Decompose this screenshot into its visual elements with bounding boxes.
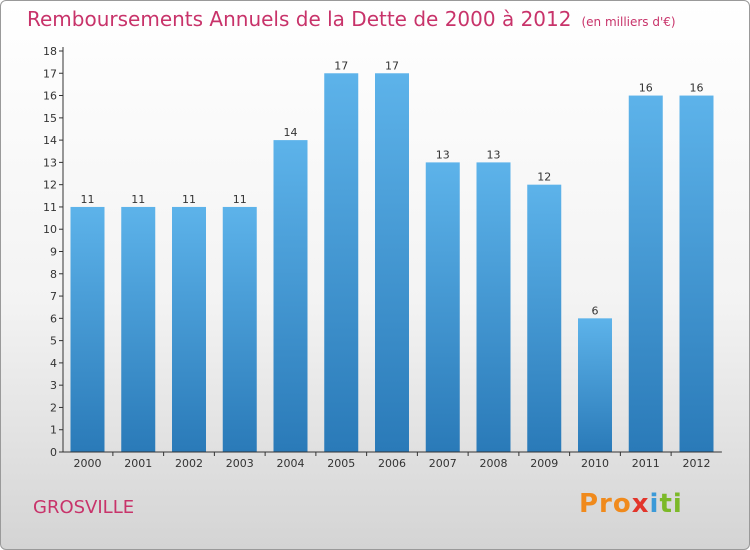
proxiti-logo: Proxiti xyxy=(579,489,683,519)
bar xyxy=(628,95,663,453)
bar xyxy=(70,206,105,452)
bar xyxy=(324,73,359,453)
y-tick-label: 15 xyxy=(43,112,57,125)
bars: 11 11 11 11 14 17 17 13 13 12 6 16 16 xyxy=(70,59,714,453)
bar-value-label: 13 xyxy=(436,148,450,161)
y-tick-label: 0 xyxy=(50,446,57,459)
x-tick-label: 2005 xyxy=(327,457,355,470)
x-tick-label: 2012 xyxy=(683,457,711,470)
bar-value-label: 11 xyxy=(81,193,95,206)
bar xyxy=(476,162,511,452)
y-tick-label: 16 xyxy=(43,90,57,103)
x-tick-label: 2009 xyxy=(530,457,558,470)
y-tick-label: 8 xyxy=(50,268,57,281)
x-axis: 2000 2001 2002 2003 2004 2005 2006 2007 2008 2009… xyxy=(63,451,722,470)
logo-letter: ti xyxy=(659,489,683,519)
chart-title-text: Remboursements Annuels de la Dette de 20… xyxy=(27,7,572,31)
bar-value-label: 17 xyxy=(385,59,399,72)
bar xyxy=(425,162,460,452)
y-tick-label: 10 xyxy=(43,223,57,236)
x-tick-label: 2001 xyxy=(124,457,152,470)
x-tick-label: 2003 xyxy=(226,457,254,470)
bar xyxy=(375,73,409,453)
bar-value-label: 17 xyxy=(334,59,348,72)
y-tick-label: 14 xyxy=(43,134,57,147)
y-tick-label: 13 xyxy=(43,156,57,169)
x-tick-label: 2010 xyxy=(581,457,609,470)
bar-value-label: 11 xyxy=(131,193,145,206)
town-name: GROSVILLE xyxy=(33,497,135,518)
bar-value-label: 11 xyxy=(233,193,247,206)
bar xyxy=(172,206,206,452)
bar xyxy=(121,206,156,452)
bar xyxy=(578,318,612,452)
bar xyxy=(222,206,257,452)
y-tick-label: 7 xyxy=(50,290,57,303)
logo-letter: i xyxy=(649,489,660,519)
y-tick-label: 6 xyxy=(50,312,57,325)
bar xyxy=(679,95,714,453)
bar-value-label: 14 xyxy=(284,126,298,139)
bar xyxy=(527,184,562,452)
chart-title: Remboursements Annuels de la Dette de 20… xyxy=(27,7,676,31)
logo-letter: x xyxy=(631,489,650,519)
y-tick-label: 9 xyxy=(50,246,57,259)
chart-unit: (en milliers d'€) xyxy=(581,15,676,29)
y-tick-label: 4 xyxy=(50,357,57,370)
x-tick-label: 2004 xyxy=(277,457,305,470)
bar-value-label: 12 xyxy=(537,171,551,184)
bar xyxy=(273,140,308,452)
x-tick-label: 2002 xyxy=(175,457,203,470)
y-tick-label: 17 xyxy=(43,67,57,80)
y-tick-label: 11 xyxy=(43,201,57,214)
x-tick-label: 2006 xyxy=(378,457,406,470)
y-tick-label: 1 xyxy=(50,424,57,437)
bar-value-label: 6 xyxy=(592,304,599,317)
y-tick-label: 12 xyxy=(43,179,57,192)
y-tick-label: 5 xyxy=(50,335,57,348)
y-tick-label: 18 xyxy=(43,45,57,58)
logo-letter: Pro xyxy=(579,489,632,519)
bar-value-label: 16 xyxy=(690,82,704,95)
x-tick-label: 2008 xyxy=(480,457,508,470)
y-tick-label: 3 xyxy=(50,379,57,392)
bar-value-label: 11 xyxy=(182,193,196,206)
y-tick-label: 2 xyxy=(50,401,57,414)
bar-value-label: 13 xyxy=(487,148,501,161)
x-tick-label: 2011 xyxy=(632,457,660,470)
x-tick-label: 2000 xyxy=(74,457,102,470)
bar-value-label: 16 xyxy=(639,82,653,95)
x-tick-label: 2007 xyxy=(429,457,457,470)
